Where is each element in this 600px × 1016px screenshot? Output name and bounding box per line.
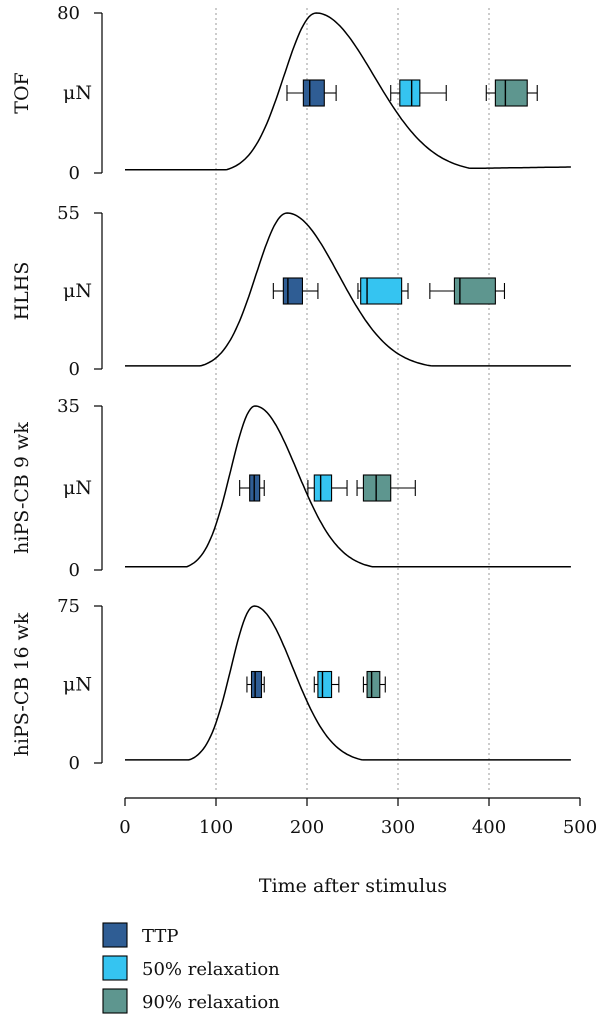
y-tick-label: 0: [69, 163, 80, 184]
x-axis: Time after stimulus 0 100 200 300 400 500: [119, 797, 597, 897]
box-iqr: [250, 670, 263, 699]
box-iqr: [317, 670, 333, 699]
legend-swatch: [102, 988, 128, 1014]
y-tick-label: 55: [57, 203, 80, 224]
panel-label: TOF: [11, 72, 33, 113]
x-tick-label: 500: [563, 817, 597, 838]
legend-swatch: [102, 955, 128, 981]
y-unit-label: μN: [63, 82, 92, 104]
box-plot: [313, 670, 340, 699]
box-iqr: [366, 670, 381, 699]
box-iqr: [282, 277, 303, 305]
legend-label: 50% relaxation: [142, 959, 280, 980]
box-iqr: [399, 79, 421, 107]
force-curve: [125, 605, 571, 761]
panel: 0 55 μN HLHS: [11, 203, 571, 380]
box-plot: [485, 79, 538, 107]
box-iqr: [453, 277, 496, 305]
box-plot: [272, 277, 319, 305]
y-tick-label: 75: [57, 596, 80, 617]
box-plot: [356, 474, 416, 502]
box-plot: [246, 670, 265, 699]
x-tick-label: 0: [119, 817, 130, 838]
panel: 0 35 μN hiPS-CB 9 wk: [11, 396, 571, 581]
box-plot: [362, 670, 386, 699]
box-iqr: [302, 79, 325, 107]
legend-label: 90% relaxation: [142, 992, 280, 1013]
force-curve: [125, 405, 571, 568]
x-tick-label: 300: [381, 817, 415, 838]
y-tick-label: 0: [69, 359, 80, 380]
box-plot: [239, 474, 265, 502]
box-plot: [286, 79, 337, 107]
x-tick-label: 100: [199, 817, 233, 838]
y-tick-label: 0: [69, 560, 80, 581]
y-unit-label: μN: [63, 280, 92, 302]
y-tick-label: 0: [69, 753, 80, 774]
x-tick-label: 200: [290, 817, 324, 838]
panel-label: hiPS-CB 9 wk: [11, 422, 33, 554]
x-tick-label: 400: [472, 817, 506, 838]
box-plot: [307, 474, 348, 502]
box-plot: [390, 79, 447, 107]
panel: 0 80 μN TOF: [11, 3, 571, 184]
panel: 0 75 μN hiPS-CB 16 wk: [11, 596, 571, 774]
panel-label: hiPS-CB 16 wk: [11, 612, 33, 756]
x-axis-label: Time after stimulus: [259, 875, 447, 897]
legend-swatch: [102, 922, 128, 948]
box-iqr: [494, 79, 528, 107]
box-iqr: [313, 474, 333, 502]
y-unit-label: μN: [63, 477, 92, 499]
legend: TTP 50% relaxation 90% relaxation: [102, 922, 280, 1014]
force-curve: [125, 12, 571, 171]
panel-label: HLHS: [11, 262, 33, 321]
y-tick-label: 80: [57, 3, 80, 24]
vertical-gridlines: [215, 8, 490, 790]
y-tick-label: 35: [57, 396, 80, 417]
box-plot: [429, 277, 506, 305]
y-unit-label: μN: [63, 674, 92, 696]
force-curve: [125, 212, 571, 367]
box-iqr: [362, 474, 392, 502]
legend-label: TTP: [142, 926, 178, 947]
panels: 0 80 μN TOF 0 55 μN HLHS 0 35 μN hiPS-CB 9 wk 0 75 μN h…: [11, 3, 571, 774]
box-plot: [357, 277, 409, 305]
